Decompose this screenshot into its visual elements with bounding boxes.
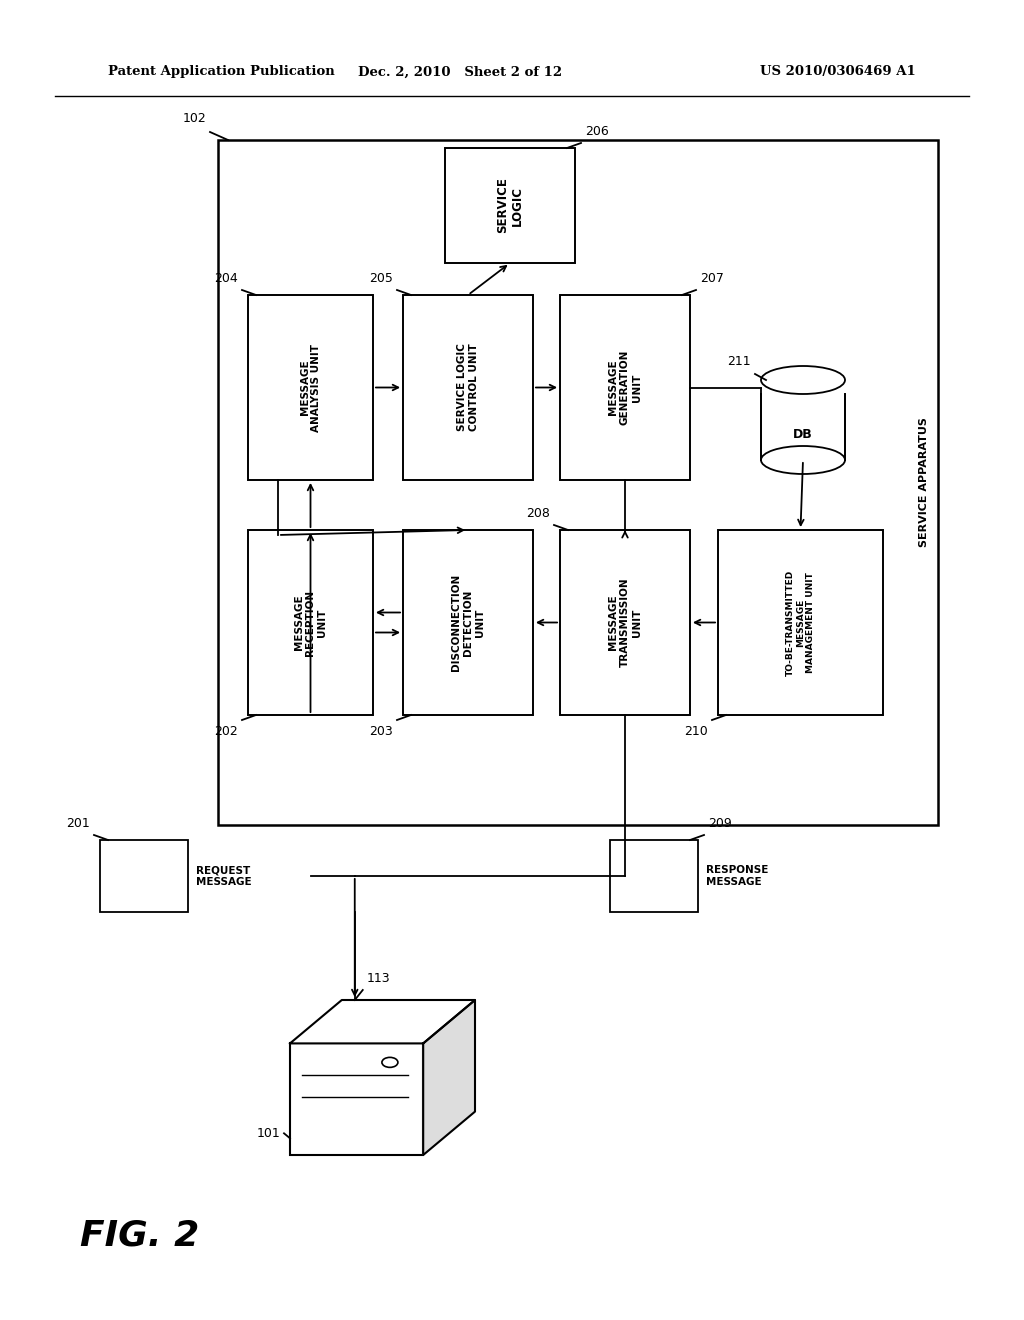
Text: 202: 202 xyxy=(214,725,238,738)
Bar xyxy=(248,531,373,715)
Text: SERVICE APPARATUS: SERVICE APPARATUS xyxy=(919,417,929,548)
Text: SERVICE
LOGIC: SERVICE LOGIC xyxy=(496,178,524,234)
Bar xyxy=(218,140,938,825)
Bar xyxy=(100,840,188,912)
Bar xyxy=(560,531,690,715)
Ellipse shape xyxy=(761,366,845,393)
Polygon shape xyxy=(423,1001,475,1155)
Text: 207: 207 xyxy=(700,272,724,285)
Bar xyxy=(610,840,698,912)
Ellipse shape xyxy=(382,1057,398,1068)
Text: Dec. 2, 2010   Sheet 2 of 12: Dec. 2, 2010 Sheet 2 of 12 xyxy=(358,66,562,78)
Text: US 2010/0306469 A1: US 2010/0306469 A1 xyxy=(760,66,916,78)
Text: RESPONSE
MESSAGE: RESPONSE MESSAGE xyxy=(706,865,768,887)
Text: MESSAGE
TRANSMISSION
UNIT: MESSAGE TRANSMISSION UNIT xyxy=(608,578,642,668)
Bar xyxy=(403,294,534,480)
Text: FIG. 2: FIG. 2 xyxy=(80,1218,200,1251)
Text: 209: 209 xyxy=(708,817,732,830)
Text: 206: 206 xyxy=(585,125,608,139)
Bar xyxy=(248,294,373,480)
Text: 211: 211 xyxy=(727,355,751,368)
Text: TO-BE-TRANSMITTED
MESSAGE
MANAGEMENT UNIT: TO-BE-TRANSMITTED MESSAGE MANAGEMENT UNI… xyxy=(785,569,815,676)
Text: REQUEST
MESSAGE: REQUEST MESSAGE xyxy=(196,865,252,887)
Bar xyxy=(445,148,575,263)
Text: 113: 113 xyxy=(367,972,390,985)
Text: MESSAGE
GENERATION
UNIT: MESSAGE GENERATION UNIT xyxy=(608,350,642,425)
Bar xyxy=(560,294,690,480)
Text: 204: 204 xyxy=(214,272,238,285)
Text: DISCONNECTION
DETECTION
UNIT: DISCONNECTION DETECTION UNIT xyxy=(452,574,484,671)
Text: Patent Application Publication: Patent Application Publication xyxy=(108,66,335,78)
Text: 205: 205 xyxy=(369,272,393,285)
Text: 203: 203 xyxy=(370,725,393,738)
Text: MESSAGE
ANALYSIS UNIT: MESSAGE ANALYSIS UNIT xyxy=(300,343,322,432)
Ellipse shape xyxy=(761,446,845,474)
Text: MESSAGE
RECEPTION
UNIT: MESSAGE RECEPTION UNIT xyxy=(294,590,327,656)
Bar xyxy=(718,531,883,715)
Text: 101: 101 xyxy=(256,1127,280,1139)
Text: 208: 208 xyxy=(526,507,550,520)
Text: DB: DB xyxy=(794,428,813,441)
Text: 201: 201 xyxy=(67,817,90,830)
Text: 210: 210 xyxy=(684,725,708,738)
Bar xyxy=(290,1043,423,1155)
Polygon shape xyxy=(290,1001,475,1043)
Text: SERVICE LOGIC
CONTROL UNIT: SERVICE LOGIC CONTROL UNIT xyxy=(457,343,479,432)
Text: 102: 102 xyxy=(182,112,206,125)
Bar xyxy=(761,393,845,474)
Bar xyxy=(403,531,534,715)
